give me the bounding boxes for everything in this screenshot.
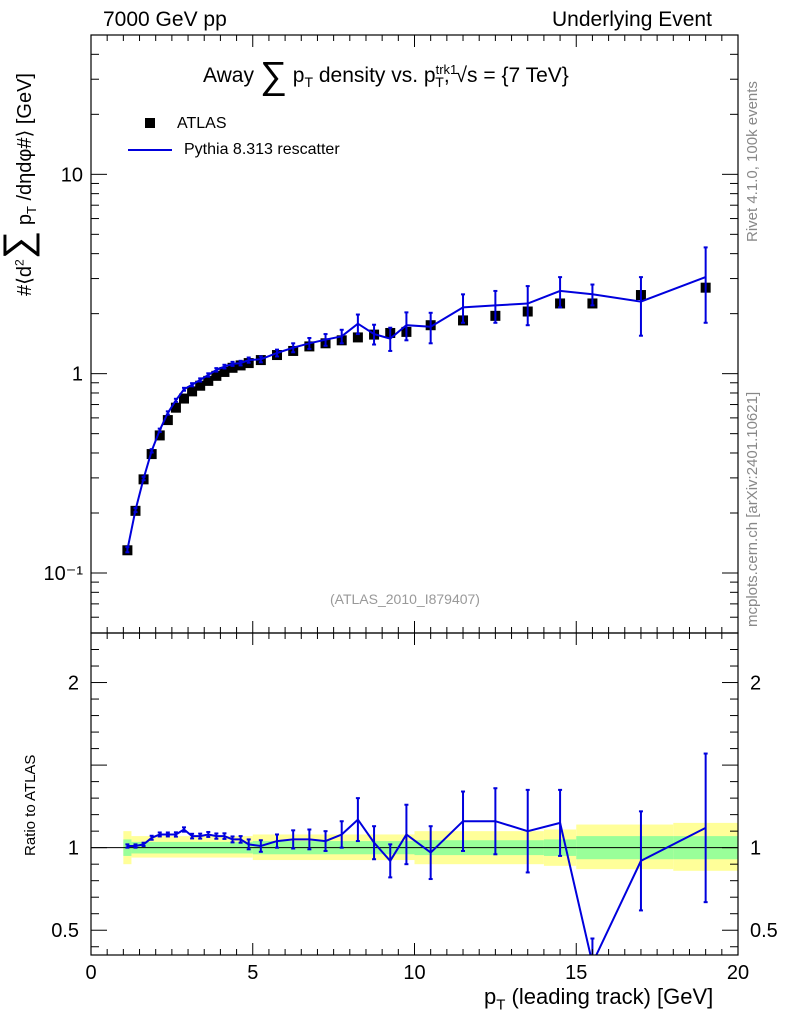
x-tick-label: 5 [247, 962, 258, 984]
ratio-y-tick-label-right: 2 [750, 673, 761, 695]
x-tick-label: 0 [85, 962, 96, 984]
main-y-tick-label: 10 [61, 164, 83, 186]
axes: 0 5 10 15 20 10⁻¹ 1 10 0.5 0.5 1 1 2 2 [44, 34, 778, 984]
atlas-data-point [219, 366, 230, 377]
header-right: Underlying Event [552, 8, 712, 31]
ratio-y-tick-label: 1 [68, 838, 79, 860]
x-tick-label: 10 [403, 962, 425, 984]
atlas-data-point [352, 332, 363, 343]
legend-pythia: Pythia 8.313 rescatter [128, 141, 340, 159]
ratio-y-tick-label: 0.5 [51, 920, 79, 942]
atlas-data-point [179, 393, 190, 404]
atlas-data-point [154, 430, 165, 441]
x-axis-label: pT (leading track) [GeV] [484, 984, 714, 1014]
x-tick-label: 20 [727, 962, 749, 984]
atlas-data-point [170, 402, 181, 413]
atlas-data-point [162, 415, 173, 426]
legend-atlas-marker [145, 118, 155, 128]
chart-title: Away ∑ pT density vs. ptrk1T, √s = {7 Te… [203, 55, 569, 97]
legend-pythia-line [128, 148, 172, 151]
main-y-tick-label: 1 [72, 364, 83, 386]
atlas-data-point [195, 380, 206, 391]
header-left: 7000 GeV pp [103, 8, 227, 31]
atlas-data-point [211, 370, 222, 381]
ratio-line [127, 818, 707, 955]
main-y-tick-label: 10⁻¹ [44, 563, 84, 585]
pythia-line [126, 276, 706, 550]
atlas-data-point [227, 362, 238, 373]
analysis-reference: (ATLAS_2010_I879407) [330, 591, 480, 607]
ratio-y-tick-label-right: 0.5 [750, 920, 778, 942]
ratio-series [125, 752, 708, 955]
atlas-data-point [187, 386, 198, 397]
legend-atlas: ATLAS [145, 115, 227, 133]
atlas-data-point [203, 375, 214, 386]
x-tick-label: 15 [565, 962, 587, 984]
ratio-y-tick-label: 2 [68, 673, 79, 695]
ratio-y-tick-label-right: 1 [750, 838, 761, 860]
main-series [122, 246, 711, 556]
